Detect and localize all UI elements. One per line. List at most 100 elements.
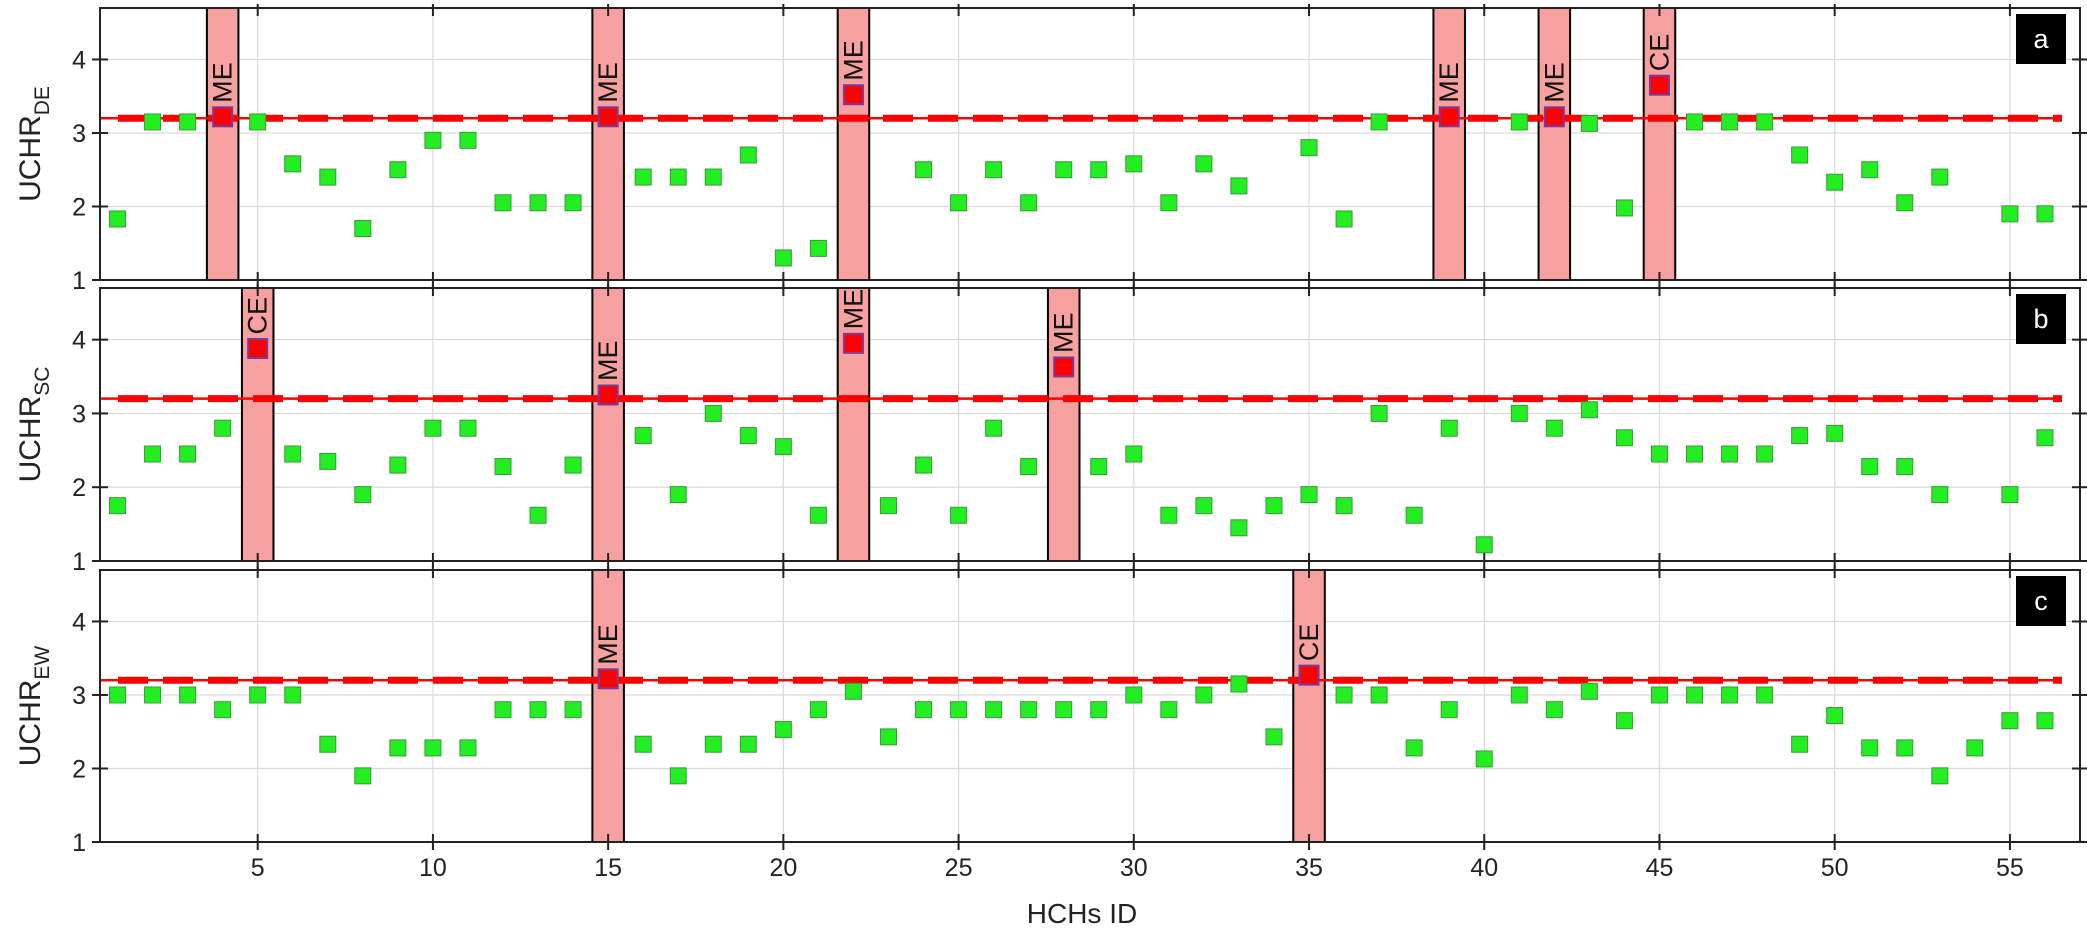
panel-tag-box xyxy=(2016,14,2066,64)
data-marker xyxy=(669,767,687,785)
event-label: ME xyxy=(838,289,868,330)
event-label: ME xyxy=(593,340,623,381)
panel-tag-box xyxy=(2016,576,2066,626)
data-marker xyxy=(704,735,722,753)
data-marker xyxy=(1125,686,1143,704)
data-marker xyxy=(1756,113,1774,131)
data-marker xyxy=(459,131,477,149)
data-marker xyxy=(2036,429,2054,447)
anomaly-marker xyxy=(597,668,619,690)
y-axis-label: UCHREW xyxy=(14,646,54,767)
y-tick-label: 3 xyxy=(72,120,86,148)
y-axis-label-main: UCHR xyxy=(14,680,47,767)
anomaly-marker xyxy=(597,384,619,406)
data-marker xyxy=(1966,739,1984,757)
data-marker xyxy=(564,456,582,474)
data-marker xyxy=(1405,739,1423,757)
data-marker xyxy=(1300,139,1318,157)
plot-area xyxy=(100,8,2080,280)
data-marker xyxy=(1896,739,1914,757)
event-label: ME xyxy=(1539,62,1569,103)
event-band xyxy=(591,287,625,562)
anomaly-marker xyxy=(1648,74,1670,96)
data-marker xyxy=(1931,767,1949,785)
data-marker xyxy=(1721,686,1739,704)
data-marker xyxy=(1510,113,1528,131)
data-marker xyxy=(774,721,792,739)
data-marker xyxy=(1580,114,1598,132)
data-marker xyxy=(634,735,652,753)
data-marker xyxy=(284,686,302,704)
data-marker xyxy=(494,458,512,476)
data-marker xyxy=(774,438,792,456)
data-marker xyxy=(529,701,547,719)
data-marker xyxy=(879,728,897,746)
anomaly-marker xyxy=(1543,106,1565,128)
data-marker xyxy=(354,767,372,785)
data-marker xyxy=(564,701,582,719)
event-label: ME xyxy=(593,624,623,665)
data-marker xyxy=(284,155,302,173)
y-axis-label-subscript: DE xyxy=(31,86,54,115)
data-marker xyxy=(915,456,933,474)
y-tick-label: 2 xyxy=(72,755,86,783)
data-marker xyxy=(1475,750,1493,768)
anomaly-marker xyxy=(842,332,864,354)
y-tick-label: 1 xyxy=(72,548,86,576)
data-marker xyxy=(1440,419,1458,437)
data-marker xyxy=(704,404,722,422)
data-marker xyxy=(284,445,302,463)
anomaly-marker xyxy=(597,106,619,128)
data-marker xyxy=(879,497,897,515)
data-marker xyxy=(179,686,197,704)
x-tick-label: 25 xyxy=(945,854,973,882)
data-marker xyxy=(950,506,968,524)
data-marker xyxy=(1861,458,1879,476)
data-marker xyxy=(319,452,337,470)
data-marker xyxy=(494,701,512,719)
anomaly-marker xyxy=(247,338,269,360)
data-marker xyxy=(915,701,933,719)
data-marker xyxy=(1580,682,1598,700)
x-axis-label: HCHs ID xyxy=(1027,898,1137,929)
data-marker xyxy=(704,168,722,186)
data-marker xyxy=(1090,458,1108,476)
anomaly-marker xyxy=(1053,356,1075,378)
y-tick-label: 1 xyxy=(72,829,86,857)
data-marker xyxy=(1370,686,1388,704)
data-marker xyxy=(809,701,827,719)
data-marker xyxy=(1125,155,1143,173)
data-marker xyxy=(1545,419,1563,437)
x-tick-label: 50 xyxy=(1821,854,1849,882)
anomaly-marker xyxy=(212,106,234,128)
data-marker xyxy=(809,506,827,524)
data-marker xyxy=(1335,497,1353,515)
data-marker xyxy=(1615,199,1633,217)
y-tick-label: 2 xyxy=(72,193,86,221)
data-marker xyxy=(109,497,127,515)
data-marker xyxy=(1335,686,1353,704)
y-tick-label: 4 xyxy=(72,327,86,355)
panel-tag-label: a xyxy=(2033,24,2049,54)
event-band xyxy=(1046,287,1081,562)
y-axis-label: UCHRDE xyxy=(14,86,54,202)
data-marker xyxy=(1826,707,1844,725)
data-marker xyxy=(1195,686,1213,704)
data-marker xyxy=(1650,686,1668,704)
data-marker xyxy=(1510,404,1528,422)
data-marker xyxy=(2001,205,2019,223)
data-marker xyxy=(1020,194,1038,212)
panel-b: CE ME ME ME 1 2 3 4 UCHRSC b xyxy=(14,284,2087,576)
data-marker xyxy=(1265,497,1283,515)
event-label: ME xyxy=(1434,62,1464,103)
data-marker xyxy=(739,146,757,164)
data-marker xyxy=(1686,445,1704,463)
data-marker xyxy=(1510,686,1528,704)
data-marker xyxy=(144,445,162,463)
data-marker xyxy=(634,168,652,186)
data-marker xyxy=(739,735,757,753)
data-marker xyxy=(1615,712,1633,730)
x-tick-label: 55 xyxy=(1996,854,2024,882)
data-marker xyxy=(1791,146,1809,164)
